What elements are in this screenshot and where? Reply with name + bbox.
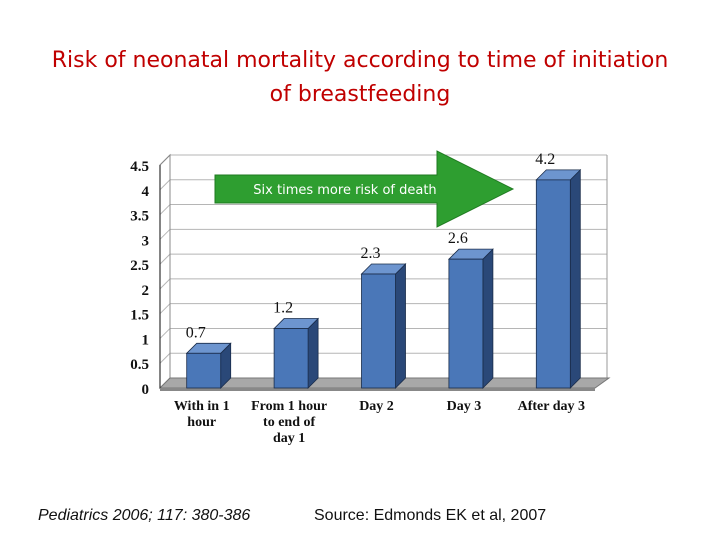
y-tick-label: 3.5 bbox=[130, 209, 149, 225]
x-tick-label: day 1 bbox=[273, 431, 305, 446]
gridline-side bbox=[159, 253, 171, 265]
y-tick-label: 0.5 bbox=[130, 357, 149, 373]
gridline-side bbox=[159, 278, 171, 290]
y-tick-label: 1.5 bbox=[130, 308, 149, 324]
gridline-side bbox=[159, 352, 171, 364]
y-tick-label: 2.5 bbox=[130, 258, 149, 274]
bar-side bbox=[395, 263, 406, 389]
data-label: 4.2 bbox=[535, 151, 555, 168]
bar-side bbox=[569, 168, 581, 389]
bar bbox=[448, 258, 484, 389]
chart-floor-edge bbox=[160, 388, 595, 391]
bar bbox=[535, 179, 571, 389]
x-tick-label: Day 2 bbox=[359, 399, 394, 414]
bar bbox=[273, 328, 309, 389]
y-tick-label: 1 bbox=[142, 332, 150, 348]
bar-side bbox=[307, 317, 319, 389]
y-tick-label: 4 bbox=[142, 184, 150, 200]
annotation-text: Six times more risk of death bbox=[253, 183, 436, 198]
bar bbox=[186, 352, 222, 389]
y-tick-label: 4.5 bbox=[130, 159, 149, 175]
x-tick-label: hour bbox=[187, 415, 216, 430]
x-tick-label: With in 1 bbox=[174, 399, 230, 414]
slide-title: Risk of neonatal mortality according to … bbox=[0, 44, 720, 112]
data-label: 0.7 bbox=[186, 324, 206, 341]
x-tick-label: From 1 hour bbox=[251, 399, 327, 414]
data-label: 1.2 bbox=[273, 300, 293, 317]
x-tick-label: to end of bbox=[263, 415, 315, 430]
bar-side bbox=[482, 248, 494, 389]
data-label: 2.3 bbox=[361, 245, 381, 262]
title-line-1: Risk of neonatal mortality according to … bbox=[51, 48, 669, 73]
annotation-arrow bbox=[214, 150, 515, 228]
gridline-side bbox=[159, 228, 171, 240]
gridline-side bbox=[159, 204, 171, 215]
data-label: 2.6 bbox=[448, 230, 468, 247]
gridline-side bbox=[159, 303, 171, 315]
x-tick-label: After day 3 bbox=[518, 399, 585, 414]
gridline-side bbox=[159, 179, 171, 191]
y-tick-label: 3 bbox=[142, 233, 150, 249]
title-line-2: of breastfeeding bbox=[269, 82, 451, 107]
x-tick-label: Day 3 bbox=[447, 399, 482, 414]
y-tick-label: 0 bbox=[142, 382, 150, 398]
side-wall bbox=[159, 153, 171, 390]
gridline-side bbox=[159, 328, 171, 339]
citation-text: Pediatrics 2006; 117: 380-386 bbox=[38, 507, 251, 524]
y-tick-label: 2 bbox=[142, 283, 150, 299]
bar bbox=[361, 273, 396, 389]
source-text: Source: Edmonds EK et al, 2007 bbox=[314, 507, 547, 524]
